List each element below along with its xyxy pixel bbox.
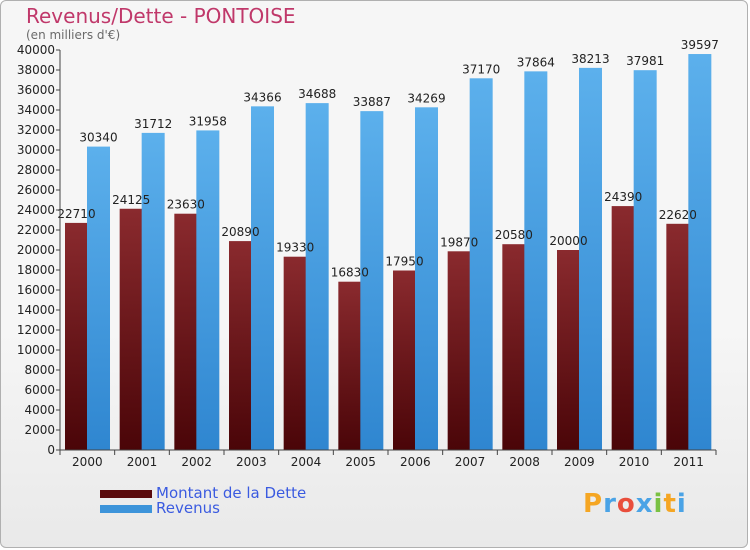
- bar-revenus: [251, 106, 274, 450]
- bar-dette: [338, 281, 362, 450]
- y-tick-label: 14000: [17, 303, 55, 317]
- data-label: 16830: [331, 266, 369, 280]
- data-label: 31712: [134, 117, 172, 131]
- bar-dette: [283, 256, 307, 450]
- x-tick-label: 2004: [291, 455, 322, 469]
- logo-letter: r: [603, 489, 617, 519]
- bar-revenus: [415, 107, 438, 450]
- x-tick-label: 2006: [400, 455, 431, 469]
- bar-dette: [65, 222, 88, 450]
- bar-revenus: [305, 103, 329, 451]
- x-tick-label: 2003: [236, 455, 267, 469]
- legend-item-dette: Montant de la Dette: [100, 486, 306, 501]
- data-label: 34688: [298, 87, 336, 101]
- data-label: 31958: [189, 114, 227, 128]
- data-label: 34269: [407, 91, 445, 105]
- legend-swatch-dette: [100, 489, 152, 498]
- data-label: 22710: [57, 207, 95, 221]
- bar-revenus: [633, 70, 657, 450]
- y-tick-label: 34000: [17, 103, 55, 117]
- x-tick-label: 2005: [345, 455, 376, 469]
- y-tick-label: 10000: [17, 343, 55, 357]
- logo-letter: i: [653, 489, 664, 519]
- y-tick-label: 26000: [17, 183, 55, 197]
- y-tick-label: 2000: [24, 423, 55, 437]
- proxiti-logo: Proxiti: [583, 489, 687, 519]
- y-tick-label: 6000: [24, 383, 55, 397]
- y-tick-label: 24000: [17, 203, 55, 217]
- data-label: 38213: [571, 52, 609, 66]
- x-tick-label: 2002: [181, 455, 212, 469]
- bar-dette: [447, 251, 471, 450]
- bar-dette: [119, 208, 143, 450]
- data-label: 37170: [462, 62, 500, 76]
- data-label: 24125: [112, 193, 150, 207]
- y-tick-label: 38000: [17, 63, 55, 77]
- bar-dette: [229, 241, 252, 450]
- bar-revenus: [579, 67, 602, 451]
- legend-label-revenus: Revenus: [156, 499, 220, 517]
- bar-dette: [393, 270, 416, 450]
- data-label: 20580: [495, 228, 533, 242]
- y-tick-label: 0: [47, 443, 55, 457]
- logo-letter: x: [635, 489, 654, 519]
- data-label: 20890: [221, 225, 259, 239]
- bar-revenus: [469, 78, 493, 451]
- x-tick-label: 2000: [72, 455, 103, 469]
- y-tick-label: 28000: [17, 163, 55, 177]
- y-tick-label: 18000: [17, 263, 55, 277]
- y-tick-label: 30000: [17, 143, 55, 157]
- bar-dette: [666, 223, 690, 450]
- legend: Montant de la Dette Revenus: [100, 486, 306, 516]
- chart-subtitle: (en milliers d'€): [26, 28, 121, 42]
- y-tick-label: 40000: [17, 43, 55, 57]
- x-tick-label: 2001: [127, 455, 158, 469]
- bar-dette: [174, 213, 198, 450]
- bar-dette: [557, 250, 580, 450]
- x-tick-label: 2008: [509, 455, 540, 469]
- y-tick-label: 16000: [17, 283, 55, 297]
- bar-dette: [502, 244, 526, 450]
- legend-swatch-revenus: [100, 504, 152, 513]
- y-tick-label: 36000: [17, 83, 55, 97]
- y-tick-label: 32000: [17, 123, 55, 137]
- bar-revenus: [196, 130, 220, 451]
- bar-revenus: [360, 111, 384, 450]
- data-label: 30340: [79, 131, 117, 145]
- bar-revenus: [87, 146, 110, 450]
- logo-letter: o: [616, 489, 636, 519]
- x-tick-label: 2011: [673, 455, 704, 469]
- data-label: 23630: [167, 198, 205, 212]
- logo-letter: P: [583, 489, 604, 519]
- data-label: 22620: [659, 208, 697, 222]
- bar-revenus: [688, 54, 712, 450]
- y-tick-label: 8000: [24, 363, 55, 377]
- y-tick-label: 4000: [24, 403, 55, 417]
- data-label: 37981: [626, 54, 664, 68]
- chart-title: Revenus/Dette - PONTOISE: [26, 4, 296, 28]
- y-tick-label: 22000: [17, 223, 55, 237]
- x-tick-label: 2007: [455, 455, 486, 469]
- legend-label-dette: Montant de la Dette: [156, 484, 307, 502]
- logo-letter: i: [676, 489, 687, 519]
- data-label: 24390: [604, 190, 642, 204]
- y-tick-label: 12000: [17, 323, 55, 337]
- data-label: 37864: [517, 55, 555, 69]
- data-label: 19870: [440, 235, 478, 249]
- data-label: 20000: [549, 234, 587, 248]
- data-label: 17950: [385, 255, 423, 269]
- data-label: 34366: [243, 90, 281, 104]
- data-label: 19330: [276, 241, 314, 255]
- bar-revenus: [141, 132, 165, 450]
- legend-item-revenus: Revenus: [100, 501, 306, 516]
- x-tick-label: 2009: [564, 455, 595, 469]
- logo-letter: t: [663, 489, 677, 519]
- data-label: 33887: [353, 95, 391, 109]
- y-tick-label: 20000: [17, 243, 55, 257]
- data-label: 39597: [681, 38, 719, 52]
- bar-dette: [611, 206, 635, 450]
- bar-revenus: [524, 71, 548, 451]
- x-tick-label: 2010: [619, 455, 650, 469]
